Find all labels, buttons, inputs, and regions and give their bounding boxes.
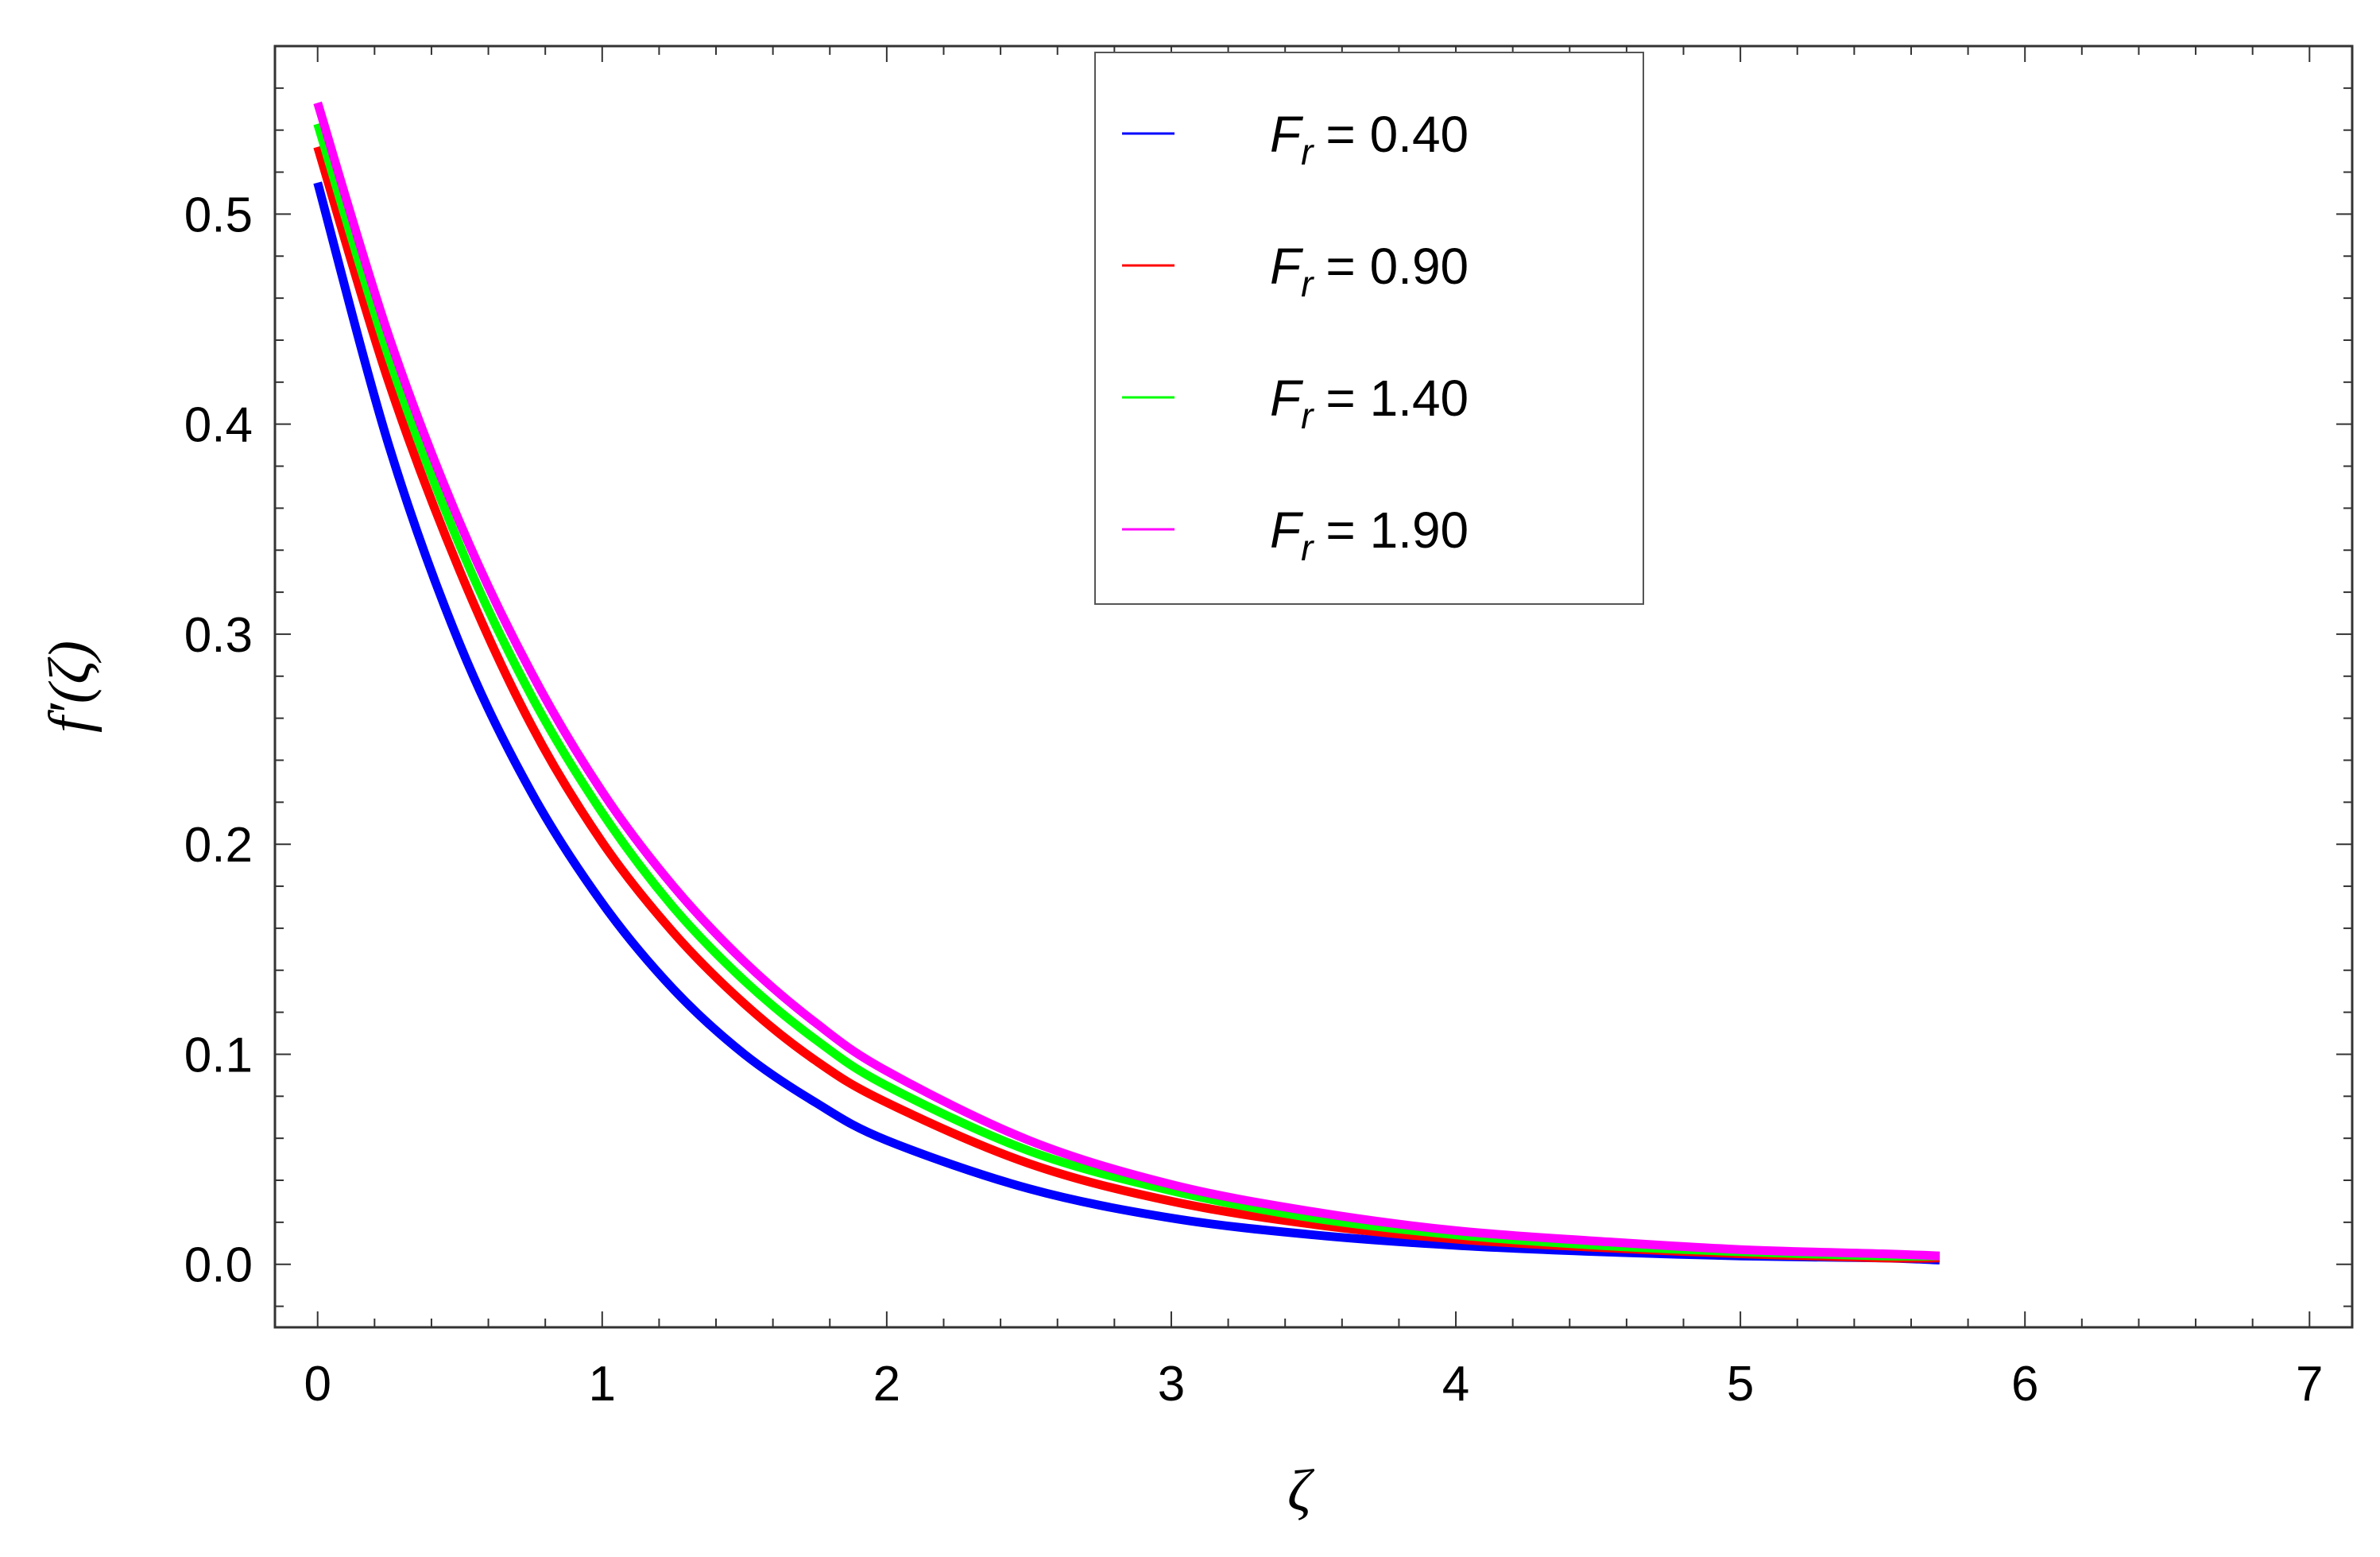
y-tick-label: 0.0 xyxy=(184,1238,253,1293)
legend: Fr = 0.40 Fr = 0.90 Fr = 1.40 Fr = 1.90 xyxy=(1094,52,1644,605)
x-tick-label: 4 xyxy=(1442,1357,1469,1412)
legend-value: = 0.90 xyxy=(1325,238,1469,295)
x-tick-label: 6 xyxy=(2011,1357,2038,1412)
axis-ticks xyxy=(275,45,2352,1327)
y-tick-label: 0.4 xyxy=(184,398,253,453)
legend-label-3: Fr = 1.40 xyxy=(1270,370,1469,436)
legend-subscript: r xyxy=(1301,395,1314,436)
legend-value: = 1.40 xyxy=(1325,370,1469,427)
y-tick-label: 0.5 xyxy=(184,188,253,242)
x-axis-label: ζ xyxy=(1287,1458,1315,1524)
legend-variable: F xyxy=(1270,502,1304,559)
legend-subscript: r xyxy=(1301,131,1314,172)
x-tick-label: 0 xyxy=(304,1357,331,1412)
legend-variable: F xyxy=(1270,370,1304,427)
x-tick-label: 7 xyxy=(2296,1357,2323,1412)
legend-label-2: Fr = 0.90 xyxy=(1270,238,1469,304)
plot-frame xyxy=(273,45,2354,1329)
legend-label-4: Fr = 1.90 xyxy=(1270,502,1469,568)
y-tick-label: 0.3 xyxy=(184,608,253,663)
legend-subscript: r xyxy=(1301,527,1314,568)
legend-value: = 0.40 xyxy=(1325,106,1469,163)
y-tick-label: 0.2 xyxy=(184,818,253,873)
legend-variable: F xyxy=(1270,238,1304,295)
y-axis-label: f′(ζ) xyxy=(37,641,103,733)
legend-variable: F xyxy=(1270,106,1304,163)
series-line-4 xyxy=(313,101,1941,1261)
legend-label-1: Fr = 0.40 xyxy=(1270,106,1469,172)
x-tick-label: 1 xyxy=(589,1357,616,1412)
legend-value: = 1.90 xyxy=(1325,502,1469,559)
x-tick-label: 5 xyxy=(1727,1357,1754,1412)
legend-box xyxy=(1094,52,1644,605)
x-tick-label: 2 xyxy=(873,1357,900,1412)
series-lines xyxy=(313,101,1941,1265)
y-tick-label: 0.1 xyxy=(184,1028,253,1083)
legend-subscript: r xyxy=(1301,263,1314,304)
x-tick-label: 3 xyxy=(1158,1357,1185,1412)
tick-labels: 0 1 2 3 4 5 6 7 0.0 0.1 0.2 0.3 0.4 0.5 xyxy=(184,188,2324,1412)
